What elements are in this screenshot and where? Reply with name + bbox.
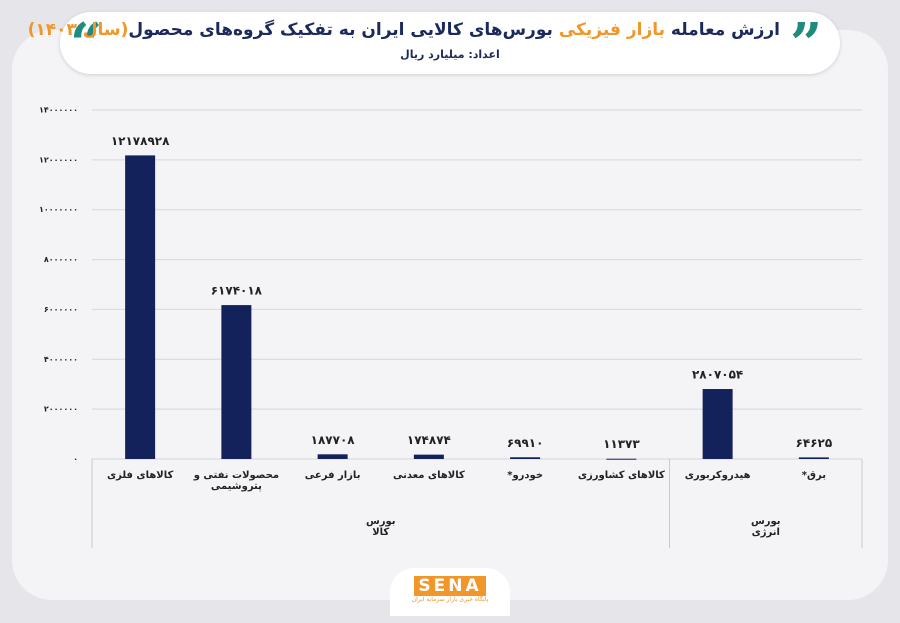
value-label: ۶۴۶۲۵ [796,436,833,450]
logo: SENA پایگاه خبری بازار سرمایه ایران [390,568,510,616]
y-tick-label: ۲۰۰۰۰۰۰ [44,405,78,414]
y-tick-label: ۱۴۰۰۰۰۰۰ [39,106,78,115]
x-tick-label: بازار فرعی [304,470,361,481]
y-tick-label: ۰ [73,455,78,464]
value-label: ۱۲۱۷۸۹۲۸ [111,134,170,148]
y-tick-label: ۶۰۰۰۰۰۰ [44,305,78,314]
x-tick-label: کالاهای کشاورزی [577,470,665,481]
value-label: ۱۱۳۷۳ [603,437,640,451]
title-part: بورس‌های کالایی ایران به تفکیک گروه‌های … [128,20,559,40]
x-tick-label: برق* [801,470,826,481]
bar [798,457,829,459]
y-tick-label: ۱۲۰۰۰۰۰۰ [39,155,78,164]
bar [606,458,637,460]
title-part: بازار فیزیکی [558,20,666,40]
x-tick-label: محصولات نفتی و پتروشیمی [193,470,280,492]
bar [317,454,348,459]
value-label: ۱۸۷۷۰۸ [311,433,356,447]
quote-icon: “ [70,11,103,77]
title-banner [60,12,840,74]
y-tick-label: ۱۰۰۰۰۰۰۰ [39,205,78,214]
bar [221,305,252,459]
bar [702,389,733,459]
x-tick-label: کالاهای معدنی [392,470,465,481]
x-tick-label: هیدروکربوری [684,470,751,481]
subtitle: اعداد: میلیارد ریال [400,48,500,61]
group-label: بورس انرژی [750,516,781,538]
title-part: (سال ۱۴۰۳) [27,20,129,40]
quote-icon: ” [790,11,823,77]
value-label: ۱۷۴۸۷۴ [407,433,451,447]
y-tick-label: ۴۰۰۰۰۰۰ [44,355,78,364]
title-part: ارزش معامله [665,20,780,40]
logo-tagline: پایگاه خبری بازار سرمایه ایران [411,596,489,603]
group-label: بورس کالا [365,516,396,538]
value-label: ۲۸۰۷۰۵۴ [692,368,743,382]
logo-text: SENA [414,576,486,596]
chart-title: ارزش معامله بازار فیزیکی بورس‌های کالایی… [28,20,780,40]
bar [125,155,156,459]
y-tick-label: ۸۰۰۰۰۰۰ [44,255,78,264]
x-tick-label: کالاهای فلزی [106,470,174,481]
value-label: ۶۹۹۱۰ [507,436,544,450]
value-label: ۶۱۷۴۰۱۸ [211,284,263,298]
card [12,30,888,600]
bar [510,457,541,459]
x-tick-label: خودرو* [507,470,544,481]
bar [413,454,444,459]
